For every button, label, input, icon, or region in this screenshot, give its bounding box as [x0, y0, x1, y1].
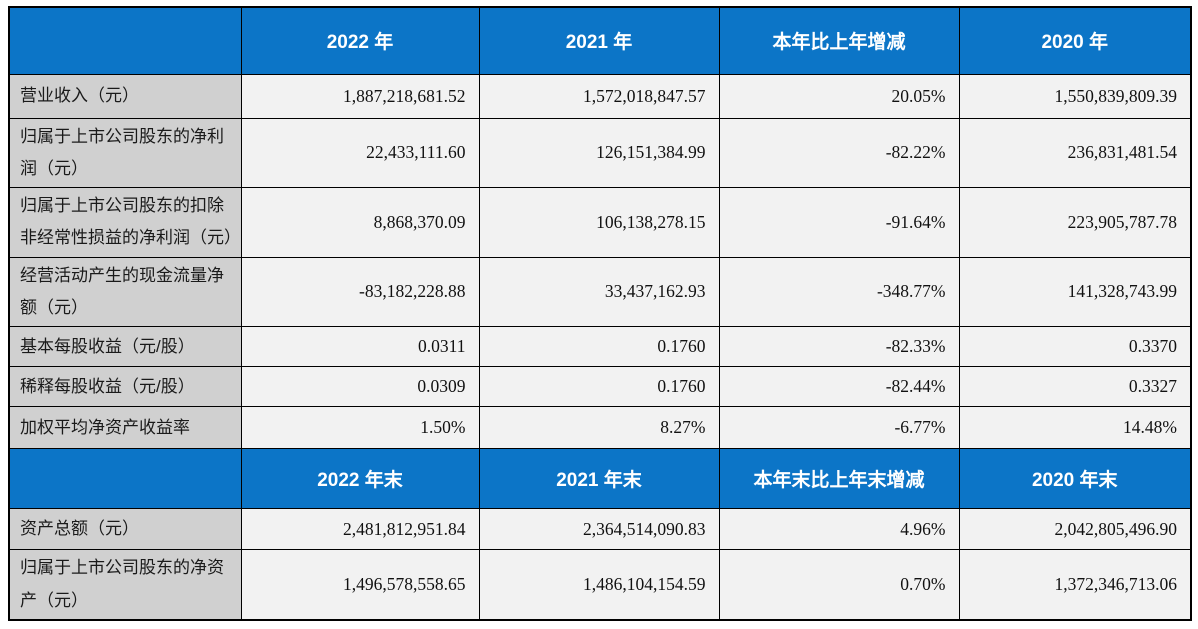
value-cell: -82.22% — [718, 117, 960, 189]
value-cell: 1,887,218,681.52 — [240, 73, 480, 119]
value-cell: 0.3370 — [958, 326, 1192, 368]
row-label-operating-cash-flow: 经营活动产生的现金流量净额（元） — [8, 256, 242, 328]
row-label-net-profit-excl-nonrecurring: 归属于上市公司股东的扣除非经常性损益的净利润（元） — [8, 187, 242, 258]
value-cell: 0.0309 — [240, 366, 480, 408]
column-header-2021: 2021 年 — [478, 6, 720, 75]
corner-header-cell — [8, 6, 242, 75]
value-cell: 20.05% — [718, 73, 960, 119]
value-cell: 141,328,743.99 — [958, 256, 1192, 328]
value-cell: 0.70% — [718, 549, 960, 621]
value-cell: 4.96% — [718, 508, 960, 551]
value-cell: 1,486,104,154.59 — [478, 549, 720, 621]
value-cell: 0.0311 — [240, 326, 480, 368]
table-row-diluted-eps: 稀释每股收益（元/股） 0.0309 0.1760 -82.44% 0.3327 — [8, 366, 1192, 408]
value-cell: 1.50% — [240, 406, 480, 450]
row-label-diluted-eps: 稀释每股收益（元/股） — [8, 366, 242, 408]
value-cell: 1,372,346,713.06 — [958, 549, 1192, 621]
corner-header-cell — [8, 448, 242, 510]
value-cell: 0.1760 — [478, 326, 720, 368]
column-header-2022-end: 2022 年末 — [240, 448, 480, 510]
value-cell: 22,433,111.60 — [240, 117, 480, 189]
column-header-2020: 2020 年 — [958, 6, 1192, 75]
value-cell: 8,868,370.09 — [240, 187, 480, 258]
value-cell: 106,138,278.15 — [478, 187, 720, 258]
column-header-2020-end: 2020 年末 — [958, 448, 1192, 510]
value-cell: 1,572,018,847.57 — [478, 73, 720, 119]
value-cell: -82.44% — [718, 366, 960, 408]
value-cell: -83,182,228.88 — [240, 256, 480, 328]
table-row-operating-cash-flow: 经营活动产生的现金流量净额（元） -83,182,228.88 33,437,1… — [8, 256, 1192, 328]
row-label-total-assets: 资产总额（元） — [8, 508, 242, 551]
value-cell: 33,437,162.93 — [478, 256, 720, 328]
table-row-total-assets: 资产总额（元） 2,481,812,951.84 2,364,514,090.8… — [8, 508, 1192, 551]
table-row-weighted-avg-roe: 加权平均净资产收益率 1.50% 8.27% -6.77% 14.48% — [8, 406, 1192, 450]
value-cell: -6.77% — [718, 406, 960, 450]
value-cell: 2,042,805,496.90 — [958, 508, 1192, 551]
value-cell: 2,481,812,951.84 — [240, 508, 480, 551]
financial-summary-table: 2022 年 2021 年 本年比上年增减 2020 年 营业收入（元） 1,8… — [8, 6, 1192, 621]
annual-header-row: 2022 年 2021 年 本年比上年增减 2020 年 — [8, 6, 1192, 75]
table-row-net-profit: 归属于上市公司股东的净利润（元） 22,433,111.60 126,151,3… — [8, 117, 1192, 189]
row-label-net-profit: 归属于上市公司股东的净利润（元） — [8, 117, 242, 189]
year-end-header-row: 2022 年末 2021 年末 本年末比上年末增减 2020 年末 — [8, 448, 1192, 510]
value-cell: 236,831,481.54 — [958, 117, 1192, 189]
table-row-net-assets: 归属于上市公司股东的净资产（元） 1,496,578,558.65 1,486,… — [8, 549, 1192, 621]
value-cell: 14.48% — [958, 406, 1192, 450]
column-header-yoy-change: 本年比上年增减 — [718, 6, 960, 75]
value-cell: 8.27% — [478, 406, 720, 450]
value-cell: 2,364,514,090.83 — [478, 508, 720, 551]
row-label-weighted-avg-roe: 加权平均净资产收益率 — [8, 406, 242, 450]
value-cell: 223,905,787.78 — [958, 187, 1192, 258]
row-label-basic-eps: 基本每股收益（元/股） — [8, 326, 242, 368]
value-cell: 1,496,578,558.65 — [240, 549, 480, 621]
value-cell: -82.33% — [718, 326, 960, 368]
row-label-revenue: 营业收入（元） — [8, 73, 242, 119]
row-label-net-assets: 归属于上市公司股东的净资产（元） — [8, 549, 242, 621]
table-row-revenue: 营业收入（元） 1,887,218,681.52 1,572,018,847.5… — [8, 73, 1192, 119]
column-header-2022: 2022 年 — [240, 6, 480, 75]
value-cell: 0.3327 — [958, 366, 1192, 408]
value-cell: 1,550,839,809.39 — [958, 73, 1192, 119]
table-row-net-profit-excl-nonrecurring: 归属于上市公司股东的扣除非经常性损益的净利润（元） 8,868,370.09 1… — [8, 187, 1192, 258]
column-header-year-end-change: 本年末比上年末增减 — [718, 448, 960, 510]
value-cell: 0.1760 — [478, 366, 720, 408]
table-row-basic-eps: 基本每股收益（元/股） 0.0311 0.1760 -82.33% 0.3370 — [8, 326, 1192, 368]
column-header-2021-end: 2021 年末 — [478, 448, 720, 510]
value-cell: 126,151,384.99 — [478, 117, 720, 189]
value-cell: -91.64% — [718, 187, 960, 258]
value-cell: -348.77% — [718, 256, 960, 328]
